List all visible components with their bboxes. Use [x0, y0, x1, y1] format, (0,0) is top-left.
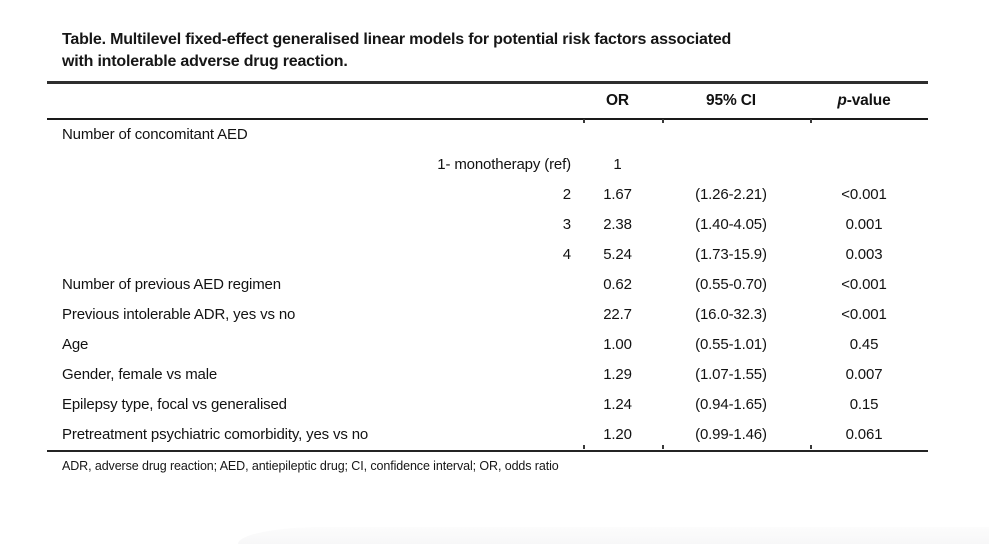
- header-empty-cell: [47, 84, 583, 118]
- table-title: Table. Multilevel fixed-effect generalis…: [62, 29, 989, 73]
- header-p-italic: p: [837, 92, 847, 109]
- column-tick: [583, 445, 585, 449]
- document-page: Table. Multilevel fixed-effect generalis…: [47, 29, 989, 473]
- or-cell: 0.62: [603, 276, 632, 293]
- table-title-line1: Table. Multilevel fixed-effect generalis…: [62, 31, 732, 48]
- row-label-cell: Number of concomitant AED: [62, 126, 248, 143]
- p-cell: [810, 150, 928, 180]
- bottom-window-edge: [238, 527, 989, 544]
- p-cell: 0.45: [849, 336, 879, 353]
- ci-cell: (1.07-1.55): [695, 366, 767, 383]
- table-row: 4 5.24 (1.73-15.9) 0.003: [47, 240, 928, 270]
- row-label-cell: 4: [562, 246, 571, 263]
- ci-cell: (1.73-15.9): [695, 246, 767, 263]
- results-table: OR 95% CI p-value: [47, 84, 928, 118]
- column-tick: [662, 119, 664, 123]
- row-label-cell: 2: [562, 186, 571, 203]
- row-label-cell: Previous intolerable ADR, yes vs no: [62, 306, 296, 323]
- p-cell: 0.007: [845, 366, 883, 383]
- or-cell: 1.00: [603, 336, 632, 353]
- table-footnote: ADR, adverse drug reaction; AED, antiepi…: [62, 458, 559, 473]
- ci-cell: [662, 120, 810, 150]
- or-cell: 2.38: [603, 216, 632, 233]
- column-tick: [810, 119, 812, 123]
- stats-table: OR 95% CI p-value Number of concomitant …: [47, 81, 928, 452]
- p-cell: <0.001: [841, 186, 887, 203]
- or-cell: 5.24: [603, 246, 632, 263]
- p-cell: <0.001: [841, 306, 887, 323]
- row-label-cell: Epilepsy type, focal vs generalised: [62, 396, 287, 413]
- table-row: Previous intolerable ADR, yes vs no 22.7…: [47, 300, 928, 330]
- header-pvalue: p-value: [810, 84, 928, 118]
- or-cell: 22.7: [603, 306, 632, 323]
- row-label-cell: Age: [62, 336, 89, 353]
- p-cell: 0.061: [845, 426, 883, 443]
- column-tick: [583, 119, 585, 123]
- or-cell: [583, 120, 662, 150]
- ci-cell: (0.99-1.46): [695, 426, 767, 443]
- p-cell: 0.003: [845, 246, 883, 263]
- or-cell: 1.20: [603, 426, 632, 443]
- row-label-cell: Pretreatment psychiatric comorbidity, ye…: [62, 426, 369, 443]
- table-bottom-rule: [47, 449, 928, 452]
- table-row: Pretreatment psychiatric comorbidity, ye…: [47, 420, 928, 450]
- row-label-cell: 3: [562, 216, 571, 233]
- ci-cell: (1.40-4.05): [695, 216, 767, 233]
- table-row: Age 1.00 (0.55-1.01) 0.45: [47, 330, 928, 360]
- p-cell: <0.001: [841, 276, 887, 293]
- table-row: Number of concomitant AED: [47, 120, 928, 150]
- p-cell: 0.001: [845, 216, 883, 233]
- table-top-rule: [47, 81, 928, 84]
- row-label-cell: Gender, female vs male: [62, 366, 218, 383]
- or-cell: 1.29: [603, 366, 632, 383]
- column-tick: [810, 445, 812, 449]
- table-row: 3 2.38 (1.40-4.05) 0.001: [47, 210, 928, 240]
- ci-cell: (0.94-1.65): [695, 396, 767, 413]
- ci-cell: (0.55-1.01): [695, 336, 767, 353]
- header-p-rest: -value: [846, 92, 891, 109]
- table-row: Gender, female vs male 1.29 (1.07-1.55) …: [47, 360, 928, 390]
- table-row: Number of previous AED regimen 0.62 (0.5…: [47, 270, 928, 300]
- ci-cell: (1.26-2.21): [695, 186, 767, 203]
- or-cell: 1.67: [603, 186, 632, 203]
- ci-cell: (16.0-32.3): [695, 306, 767, 323]
- table-header-rule: [47, 118, 928, 120]
- table-row: 1- monotherapy (ref) 1: [47, 150, 928, 180]
- table-header-row: OR 95% CI p-value: [47, 84, 928, 118]
- ci-cell: [662, 150, 810, 180]
- ci-cell: (0.55-0.70): [695, 276, 767, 293]
- or-cell: 1.24: [603, 396, 632, 413]
- results-table-body: Number of concomitant AED 1- monotherapy…: [47, 120, 928, 450]
- row-label-cell: 1- monotherapy (ref): [437, 156, 571, 173]
- column-tick: [662, 445, 664, 449]
- p-cell: [810, 120, 928, 150]
- header-or: OR: [606, 92, 629, 109]
- row-label-cell: Number of previous AED regimen: [62, 276, 281, 293]
- table-title-line2: with intolerable adverse drug reaction.: [62, 53, 348, 70]
- or-cell: 1: [613, 156, 622, 173]
- header-ci: 95% CI: [706, 92, 756, 109]
- table-row: Epilepsy type, focal vs generalised 1.24…: [47, 390, 928, 420]
- p-cell: 0.15: [849, 396, 879, 413]
- table-row: 2 1.67 (1.26-2.21) <0.001: [47, 180, 928, 210]
